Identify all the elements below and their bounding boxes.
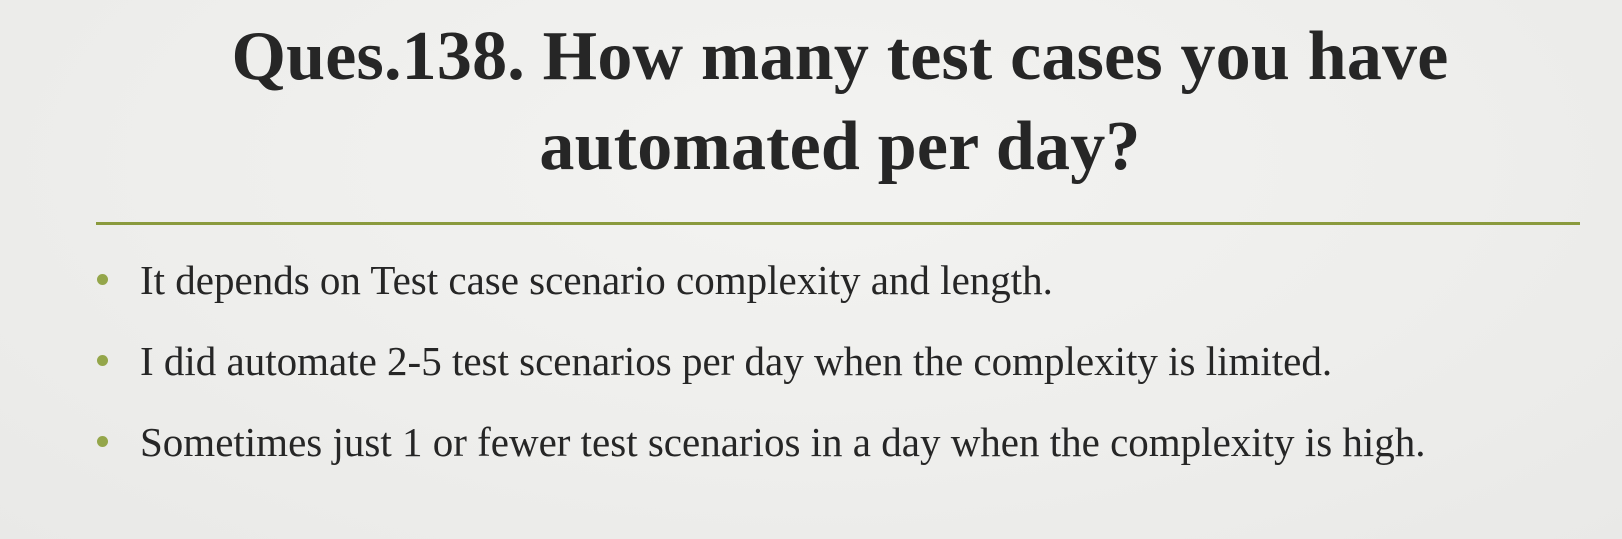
title-divider [96, 222, 1580, 225]
bullet-marker [97, 436, 108, 447]
slide-title: Ques.138. How many test cases you have a… [120, 12, 1560, 192]
bullet-text-1: It depends on Test case scenario complex… [140, 257, 1053, 303]
bullet-marker [97, 355, 108, 366]
bullet-text-2: I did automate 2-5 test scenarios per da… [140, 338, 1333, 384]
bullet-marker [97, 274, 108, 285]
slide-title-area: Ques.138. How many test cases you have a… [120, 12, 1560, 192]
bullet-text-3: Sometimes just 1 or fewer test scenarios… [140, 419, 1426, 465]
bullet-item-3: Sometimes just 1 or fewer test scenarios… [95, 416, 1575, 469]
bullet-item-2: I did automate 2-5 test scenarios per da… [95, 335, 1575, 388]
slide-title-line-1: Ques.138. How many test cases you have [231, 18, 1449, 95]
bullet-item-1: It depends on Test case scenario complex… [95, 254, 1575, 307]
bullet-list: It depends on Test case scenario complex… [95, 254, 1575, 469]
slide-title-line-2: automated per day? [539, 108, 1141, 185]
